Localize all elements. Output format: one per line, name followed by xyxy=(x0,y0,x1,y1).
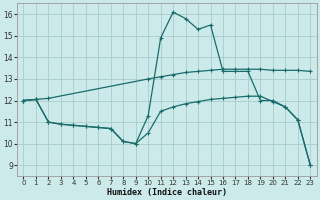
X-axis label: Humidex (Indice chaleur): Humidex (Indice chaleur) xyxy=(107,188,227,197)
